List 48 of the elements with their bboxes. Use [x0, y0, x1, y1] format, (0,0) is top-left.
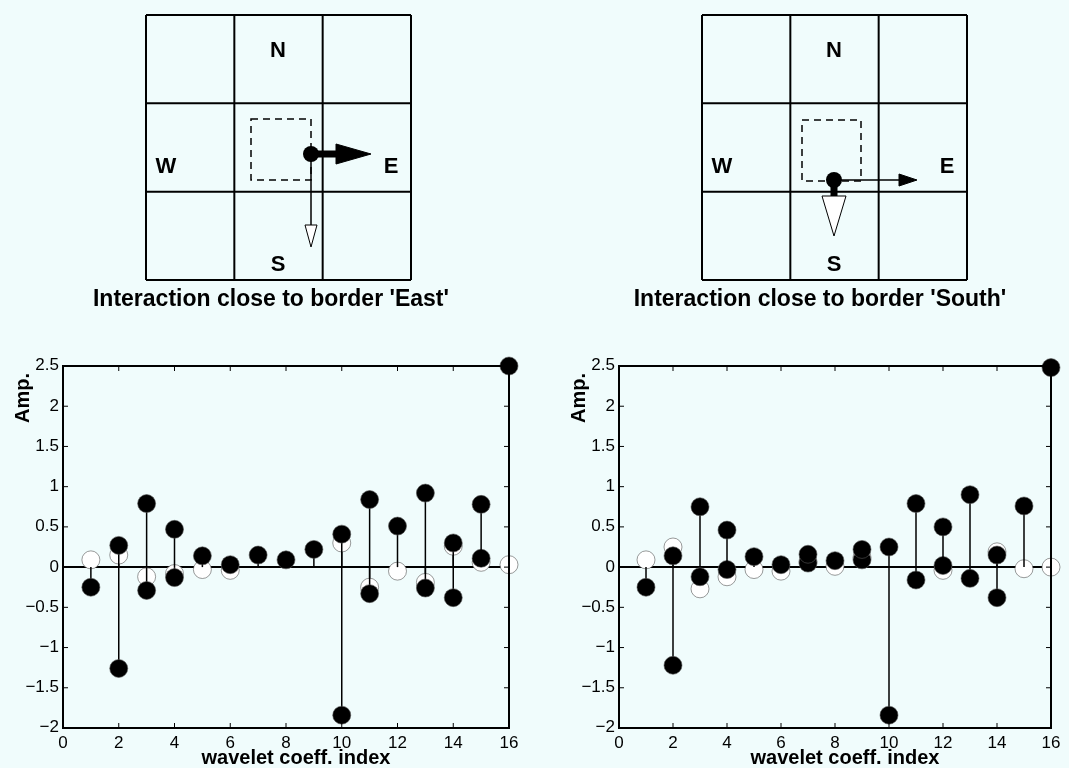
y-axis-title: Amp.	[567, 373, 589, 423]
text: W	[711, 152, 733, 178]
text: N	[826, 36, 842, 62]
x-tick-label: 12	[388, 733, 407, 752]
x-tick-label: 8	[830, 733, 840, 752]
y-tick-label: 0	[605, 556, 615, 576]
x-tick-label: 10	[332, 733, 352, 752]
x-tick-label: 6	[776, 733, 786, 752]
y-tick-label: −1.5	[581, 677, 615, 697]
y-tick-label: −2	[39, 717, 59, 737]
y-axis-title: Amp.	[11, 373, 33, 423]
text: E	[383, 152, 399, 178]
x-tick-label: 16	[1041, 733, 1061, 752]
x-tick-label: 16	[499, 733, 519, 752]
x-tick-label: 6	[225, 733, 235, 752]
chart-title: Interaction close to border 'East'	[92, 285, 450, 311]
y-tick-label: −2	[595, 717, 615, 737]
text: E	[939, 152, 955, 178]
y-tick-label: 2	[605, 395, 615, 415]
y-tick-label: −1.5	[25, 677, 59, 697]
y-tick-label: 2.5	[35, 355, 59, 375]
y-tick-label: 1	[605, 476, 615, 496]
x-tick-label: 12	[933, 733, 953, 752]
y-tick-label: 1.5	[35, 435, 59, 455]
y-tick-label: 1.5	[591, 435, 615, 455]
y-tick-label: 2.5	[591, 355, 615, 375]
x-tick-label: 2	[668, 733, 678, 752]
text: S	[270, 250, 286, 276]
y-tick-label: −0.5	[25, 596, 59, 616]
x-tick-label: 14	[443, 733, 463, 752]
y-tick-label: 2	[49, 395, 59, 415]
y-tick-label: 1	[49, 476, 59, 496]
y-tick-label: 0	[49, 556, 59, 576]
text: S	[826, 250, 842, 276]
y-tick-label: 0.5	[35, 516, 59, 536]
x-tick-label: 14	[987, 733, 1007, 752]
y-tick-label: −1	[39, 637, 59, 657]
chart-title: Interaction close to border 'South'	[633, 285, 1007, 311]
y-tick-label: −1	[595, 637, 615, 657]
x-tick-label: 4	[169, 733, 180, 752]
x-tick-label: 2	[114, 733, 124, 752]
x-tick-label: 8	[281, 733, 291, 752]
text: N	[270, 36, 286, 62]
x-tick-label: 10	[879, 733, 899, 752]
y-tick-label: −0.5	[581, 596, 615, 616]
y-tick-label: 0.5	[591, 516, 615, 536]
x-tick-label: 4	[722, 733, 732, 752]
text: W	[155, 152, 177, 178]
